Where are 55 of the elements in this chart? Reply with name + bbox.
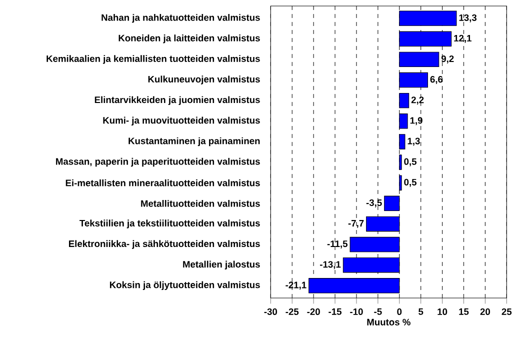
bar [399, 52, 440, 68]
x-tick-label: -10 [350, 308, 363, 315]
data-label: -7,7 [348, 220, 364, 228]
bar [399, 10, 457, 26]
data-label: 9,2 [441, 55, 454, 64]
data-label: 0,5 [404, 178, 417, 187]
x-tick-label: 5 [418, 308, 424, 315]
data-label: 0,5 [404, 158, 417, 166]
bar [399, 92, 410, 108]
bar [342, 257, 400, 273]
y-tick-label: Kustantaminen ja painaminen [128, 137, 260, 146]
bar [350, 236, 400, 252]
y-tick-label: Koneiden ja laitteiden valmistus [118, 34, 260, 44]
y-tick-label: Elektroniikka- ja sähkötuotteiden valmistus [68, 240, 260, 249]
bar [399, 175, 402, 190]
x-tick-label: -5 [374, 308, 382, 315]
bar [399, 134, 406, 150]
data-label: -3,5 [366, 199, 382, 208]
y-tick-label: Tekstiilien ja tekstiilituotteiden valmistus [80, 220, 260, 228]
y-tick-label: Nahan ja nahkatuotteiden valmistus [102, 14, 260, 23]
x-tick-label: 0 [397, 308, 402, 315]
bar [399, 31, 452, 46]
x-tick-label: 10 [438, 308, 448, 315]
bar [384, 196, 400, 212]
x-tick-label: -25 [286, 308, 299, 315]
y-tick-label: Kemikaalien ja kemiallisten tuotteiden valmistus [46, 55, 260, 64]
data-label: 13,3 [459, 14, 477, 22]
bar [366, 216, 400, 232]
data-label: 12,1 [454, 34, 472, 43]
y-tick-label: Metallien jalostus [183, 260, 260, 270]
data-label: -11,5 [327, 240, 348, 248]
x-tick-label: 20 [480, 308, 490, 315]
x-tick-label: 15 [459, 308, 469, 315]
y-tick-label: Kulkuneuvojen valmistus [148, 76, 260, 84]
bar [399, 114, 408, 129]
data-label: 2,2 [411, 96, 424, 105]
y-tick-label: Koksin ja öljytuotteiden valmistus [110, 281, 260, 290]
data-label: 1,9 [410, 117, 422, 126]
bar [399, 154, 402, 170]
x-axis-title: Muutos % [367, 318, 410, 326]
data-label: 1,3 [408, 138, 420, 146]
bar [308, 278, 400, 294]
x-tick-label: -30 [264, 308, 278, 316]
bar [399, 72, 428, 88]
x-tick-label: -15 [328, 308, 342, 315]
y-tick-label: Metallituotteiden valmistus [141, 200, 260, 207]
x-tick-label: 25 [502, 308, 512, 315]
y-tick-label: Elintarvikkeiden ja juomien valmistus [94, 96, 260, 105]
y-tick-label: Massan, paperin ja paperituotteiden valmistus [56, 158, 260, 167]
y-tick-label: Ei-metallisten mineraalituotteiden valmistus [66, 179, 260, 186]
x-tick-label: -20 [307, 308, 320, 315]
y-tick-label: Kumi- ja muovituotteiden valmistus [103, 116, 260, 126]
data-label: 6,6 [430, 76, 443, 84]
data-label: -13,1 [320, 261, 341, 270]
data-label: -21,1 [286, 282, 306, 290]
